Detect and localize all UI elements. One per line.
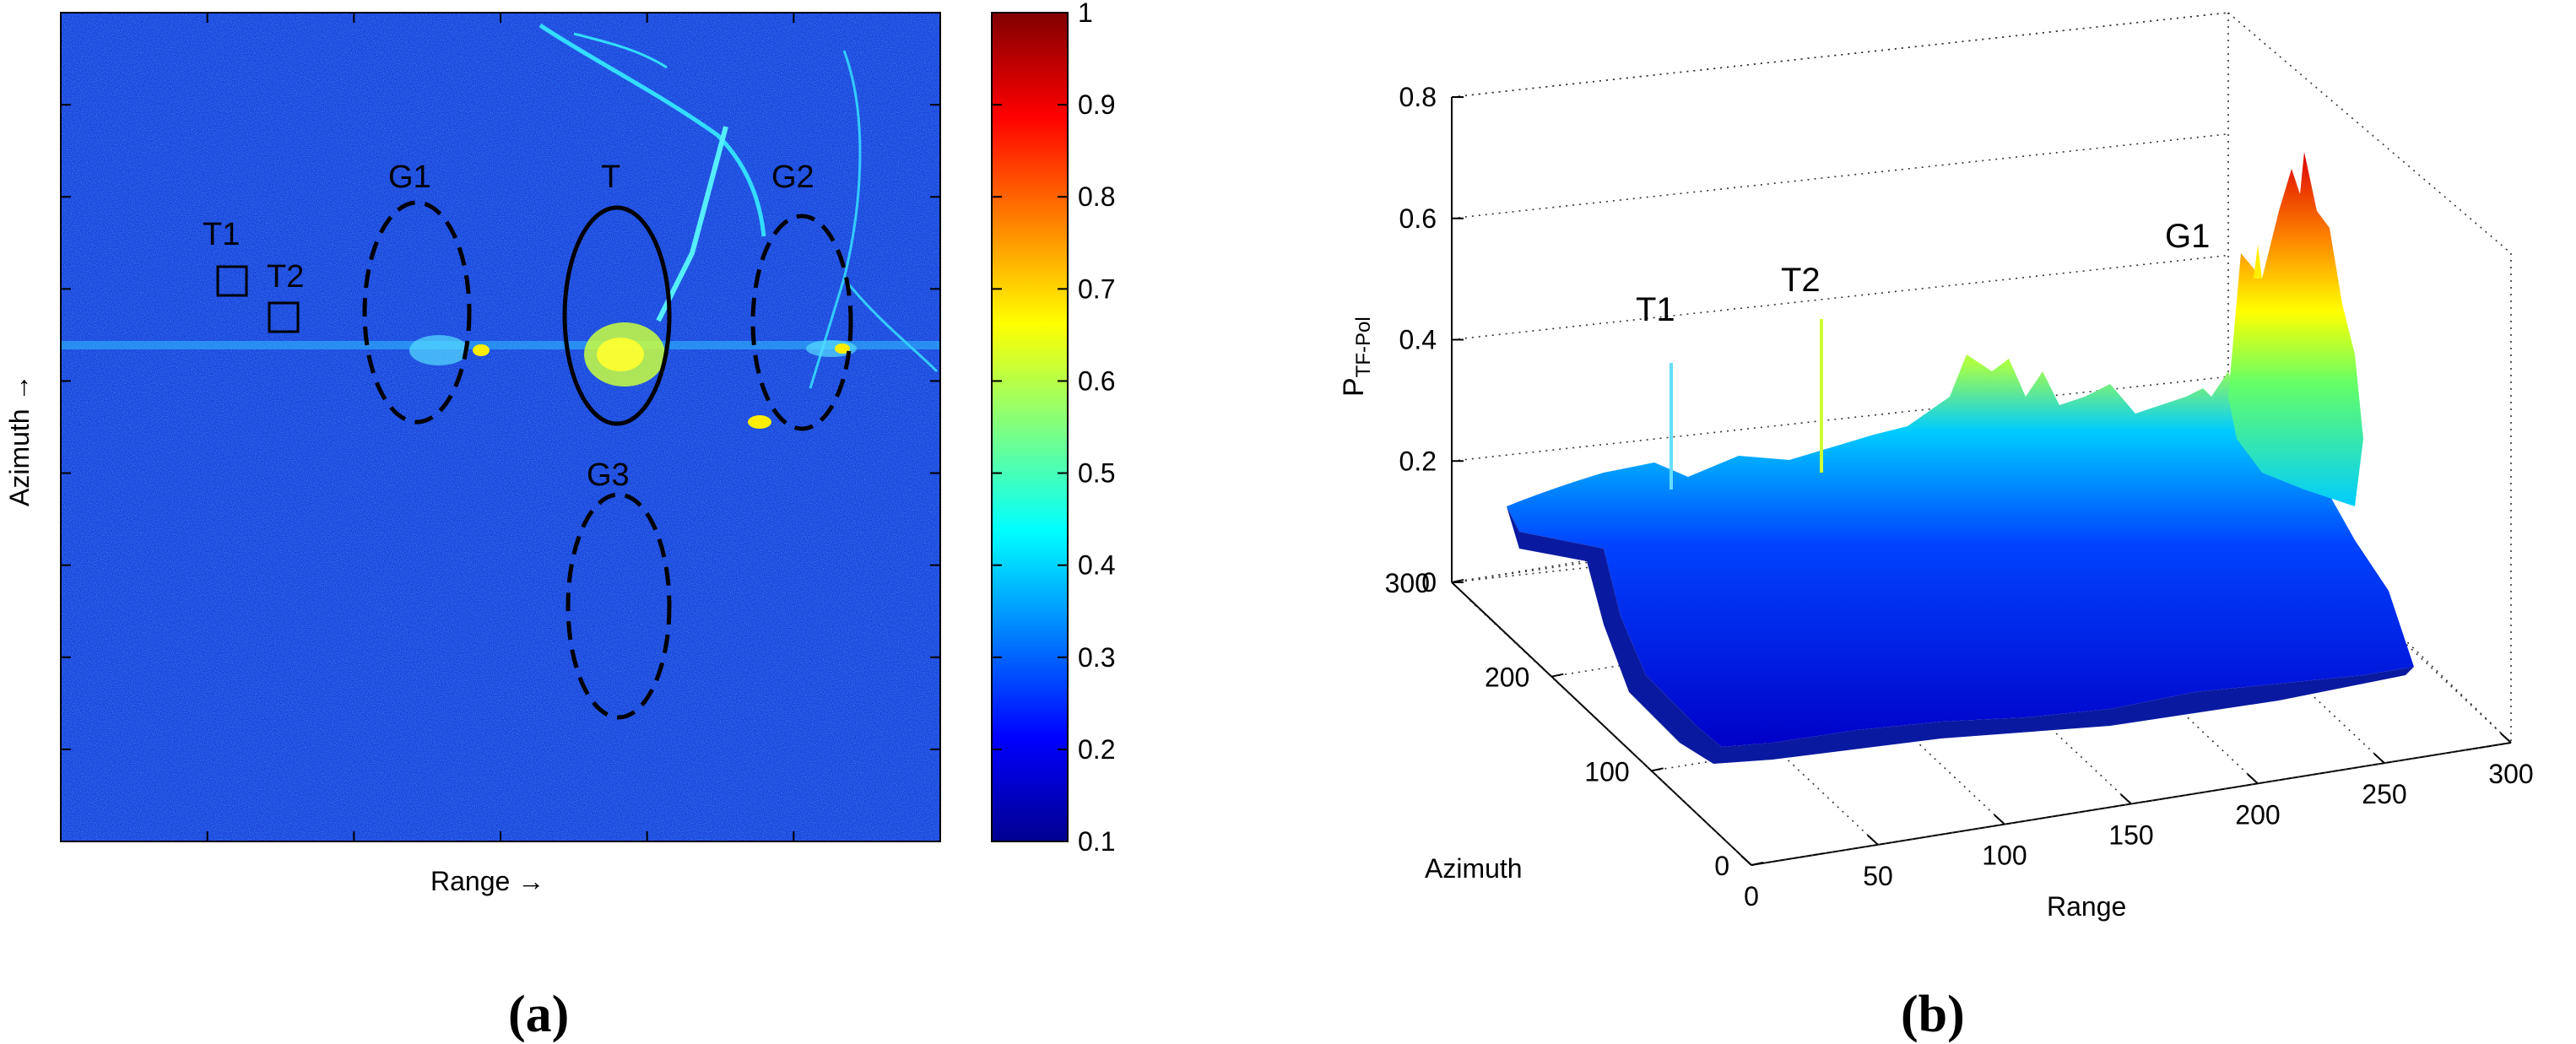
heatmap-tick-marks	[61, 13, 940, 841]
range-tick-label: 300	[2488, 759, 2533, 789]
g2-hotspot	[835, 343, 850, 354]
range-tick-mark	[2247, 773, 2259, 785]
g2-low-hotspot	[748, 415, 771, 429]
range-tick-mark	[2500, 733, 2512, 744]
z-tick-label: 0	[1421, 567, 1437, 598]
z-tick-label: 0.6	[1399, 203, 1437, 234]
surface	[1507, 152, 2414, 764]
t-label: T	[601, 160, 620, 195]
range-tick-label: 250	[2362, 779, 2406, 809]
t2-label: T2	[267, 259, 304, 295]
azimuth-axis-label: Azimuth	[1425, 853, 1523, 884]
panel-a: T1 T2 G1 T G2 G3 Range → Azimuth → 1 0.9 0…	[4, 0, 1115, 1043]
colorbar-tick-label: 0.5	[1078, 458, 1115, 489]
range-tick-label: 100	[1982, 841, 2027, 871]
river-path	[538, 23, 766, 237]
colorbar-tick-label: 0.6	[1078, 365, 1115, 396]
t-ellipse	[562, 205, 672, 426]
colorbar-tick-label: 0.1	[1078, 826, 1115, 857]
z-grid-line	[1451, 254, 2229, 341]
stream-branch	[842, 278, 939, 373]
colorbar-tick-label: 0.4	[1078, 550, 1115, 581]
azimuth-tick-label: 200	[1485, 663, 1529, 693]
heatmap-x-label: Range →	[430, 866, 544, 896]
range-axis-label: Range	[2047, 891, 2126, 922]
river-branch	[573, 32, 668, 69]
colorbar-tick-label: 0.2	[1078, 734, 1115, 765]
colorbar	[991, 12, 1069, 842]
z-tick-label: 0.4	[1399, 325, 1437, 355]
g1-blob	[409, 335, 468, 365]
azimuth-tick-label: 100	[1584, 756, 1629, 787]
g1-label: G1	[388, 160, 431, 195]
t1-marker-box	[216, 265, 248, 297]
g3-label: G3	[587, 457, 630, 493]
range-tick-mark	[1994, 814, 2005, 825]
colorbar-tick-label: 0.7	[1078, 273, 1115, 304]
range-tick-label: 0	[1744, 881, 1759, 911]
g1-ellipse	[362, 200, 472, 425]
colorbar-tick-label: 0.3	[1078, 642, 1115, 673]
caption-b: (b)	[1901, 986, 1965, 1043]
azimuth-tick-mark	[1651, 767, 1664, 772]
peak-label-t2: T2	[1781, 262, 1821, 299]
target-core	[597, 338, 644, 371]
range-tick-mark	[2373, 753, 2385, 764]
g1-peak	[2228, 152, 2363, 506]
azimuth-tick-label: 300	[1385, 568, 1430, 598]
surface-body	[1507, 295, 2414, 747]
g2-label: G2	[771, 160, 814, 195]
g3-ellipse	[566, 492, 672, 720]
range-tick-mark	[1867, 835, 1879, 846]
surface-axis-ticks: 00.20.40.60.8050100150200250300010020030…	[1385, 82, 2534, 911]
z-tick-label: 0.8	[1399, 82, 1437, 112]
caption-a: (a)	[508, 986, 569, 1043]
colorbar-tick-label: 1	[1078, 0, 1093, 28]
azimuth-tick-mark	[1751, 862, 1764, 866]
g1-secondary-peak	[2254, 245, 2262, 279]
azimuth-tick-label: 0	[1714, 851, 1729, 881]
heatmap-y-label: Azimuth →	[4, 375, 35, 506]
colorbar-ticks: 1 0.9 0.8 0.7 0.6 0.5 0.4 0.3 0.2 0.1	[992, 0, 1115, 857]
g1-hotspot	[473, 344, 490, 356]
t2-marker-box	[268, 301, 300, 333]
range-tick-label: 150	[2108, 820, 2153, 851]
t1-label: T1	[203, 217, 240, 252]
horizontal-streak	[61, 341, 940, 349]
colorbar-tick-label: 0.9	[1078, 89, 1115, 120]
z-grid-line	[1451, 12, 2229, 98]
azimuth-tick-mark	[1551, 673, 1564, 678]
range-tick-mark	[1740, 855, 1752, 866]
stream-path	[809, 50, 862, 389]
heatmap-features	[61, 23, 940, 429]
z-tick-label: 0.2	[1399, 446, 1437, 476]
colorbar-tick-label: 0.8	[1078, 181, 1115, 212]
peak-label-g1: G1	[2165, 218, 2210, 255]
g2-ellipse	[750, 214, 853, 431]
range-tick-label: 50	[1863, 861, 1893, 891]
range-tick-label: 200	[2235, 799, 2280, 830]
z-axis-label: PTF-Pol	[1338, 316, 1375, 397]
azimuth-tick-mark	[1451, 579, 1464, 583]
peak-label-t1: T1	[1636, 291, 1675, 328]
z-grid-line	[1451, 133, 2229, 219]
heatmap-speckle	[61, 13, 940, 841]
surface-shadow-edge	[1507, 506, 2414, 764]
panel-b: 00.20.40.60.8050100150200250300010020030…	[1338, 12, 2534, 1043]
range-tick-mark	[2120, 793, 2132, 805]
